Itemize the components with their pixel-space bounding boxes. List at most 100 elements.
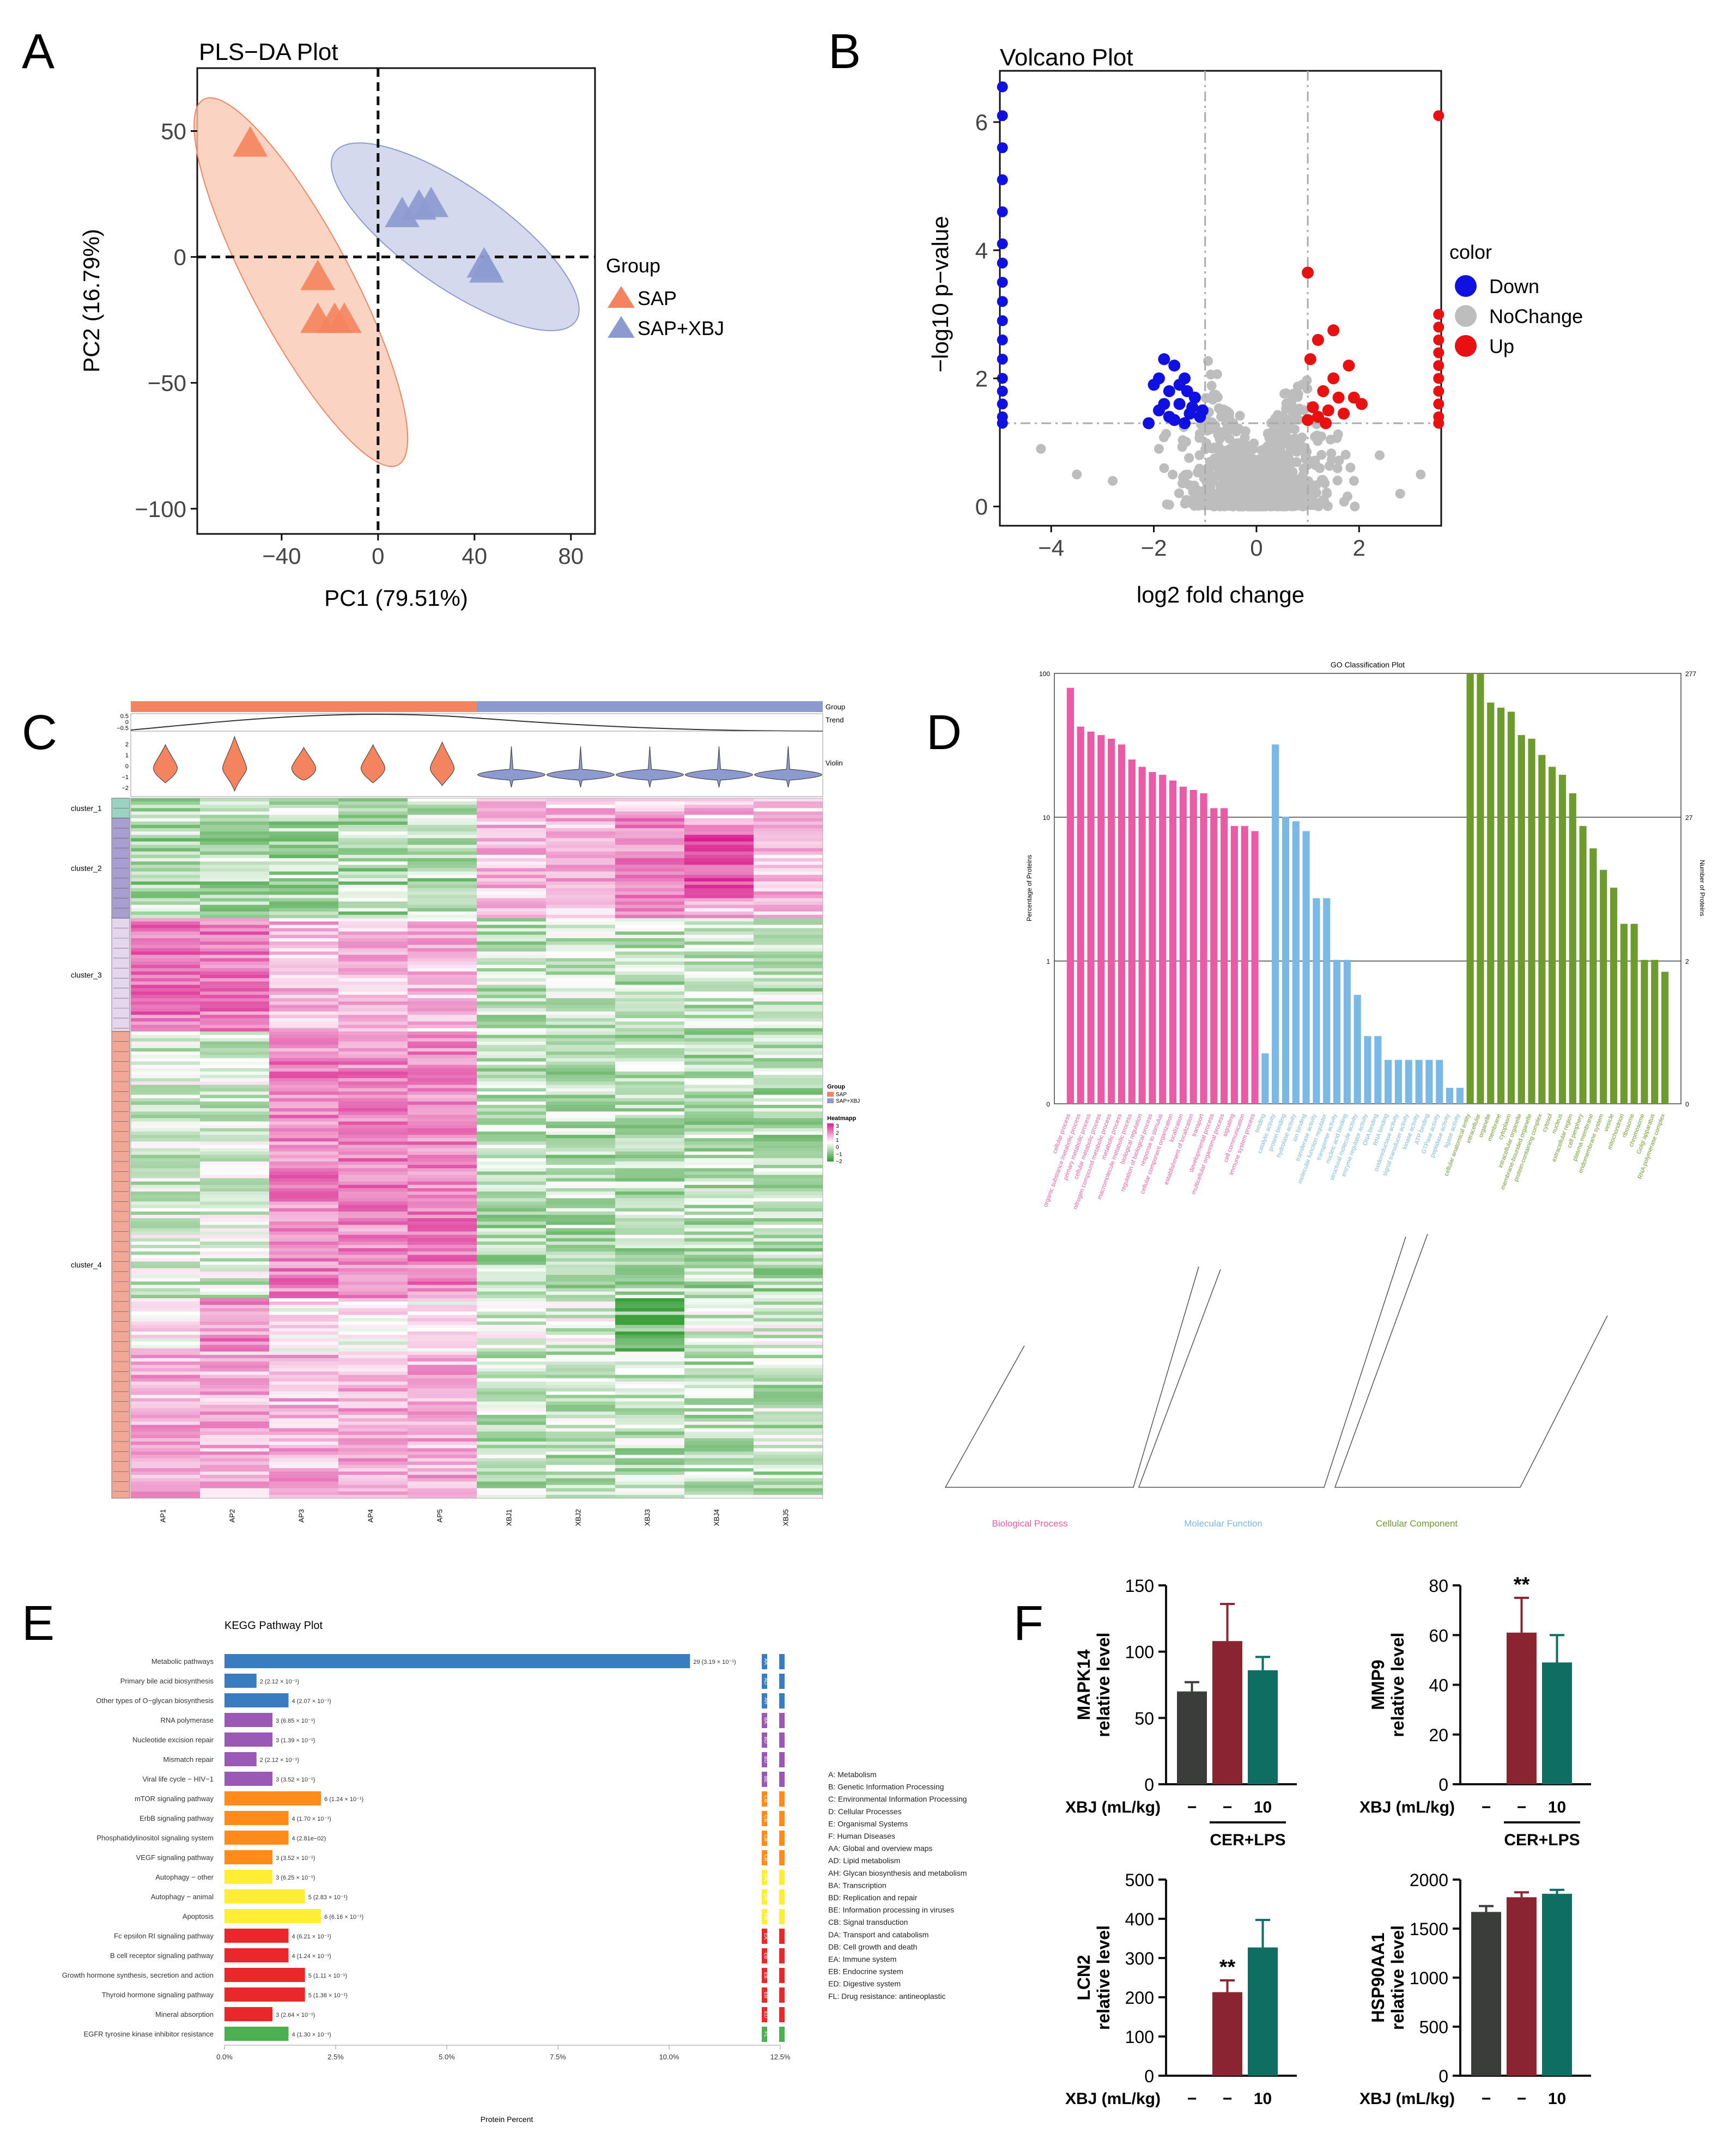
heatmap-cell	[477, 855, 547, 859]
heatmap-cell	[754, 1191, 823, 1195]
heatmap-cell	[200, 908, 270, 912]
heatmap-cell	[269, 951, 339, 956]
heatmap-cell	[754, 1275, 823, 1279]
heatmap-cell	[408, 904, 477, 909]
heatmap-cell	[615, 1205, 685, 1209]
heatmap-cell	[684, 1491, 754, 1495]
kegg-subcategory-code: DB	[763, 1894, 769, 1901]
heatmap-cell	[200, 915, 270, 919]
heatmap-cell	[477, 901, 547, 905]
heatmap-cell	[408, 945, 477, 949]
kegg-pathway-label: B cell receptor signaling pathway	[110, 1951, 214, 1960]
pls-da-xtick-label: 0	[372, 543, 384, 569]
heatmap-cell	[754, 1461, 823, 1466]
heatmap-cell	[615, 1332, 685, 1335]
heatmap-cell	[615, 981, 685, 986]
heatmap-cell	[269, 1458, 339, 1462]
heatmap-cell	[408, 1235, 477, 1239]
heatmap-cell	[200, 941, 270, 945]
heatmap-cell	[477, 1035, 547, 1039]
heatmap-cell	[338, 1235, 408, 1239]
heatmap-cell	[408, 901, 477, 905]
heatmap-cell	[684, 991, 754, 995]
kegg-subcategory-code: CB	[763, 1796, 769, 1803]
sap-violin	[360, 744, 386, 783]
heatmap-cell	[546, 1201, 616, 1206]
heatmap-cell	[754, 1468, 823, 1472]
kegg-bar-value-label: 3 (2.64 × 10⁻¹)	[276, 2012, 315, 2019]
heatmap-cell	[269, 1368, 339, 1372]
heatmap-cell	[408, 954, 477, 959]
kegg-legend-entry: EA: Immune system	[828, 1955, 896, 1963]
heatmap-cell	[754, 984, 823, 989]
heatmap-cell	[615, 1121, 685, 1126]
heatmap-cell	[131, 1434, 201, 1439]
heatmap-cell	[131, 1358, 201, 1362]
heatmap-cell	[754, 1464, 823, 1469]
heatmap-cell	[615, 1378, 685, 1382]
up-point	[1433, 321, 1444, 333]
heatmap-cell	[269, 1025, 339, 1029]
heatmap-cell	[408, 1388, 477, 1392]
heatmap-cell	[408, 975, 477, 978]
heatmap-cell	[269, 1472, 339, 1475]
heatmap-cell	[615, 1455, 685, 1459]
heatmap-cell	[338, 1154, 408, 1159]
heatmap-cell	[615, 844, 685, 849]
heatmap-cell	[338, 1268, 408, 1272]
heatmap-cell	[754, 998, 823, 1002]
heatmap-cell	[754, 1321, 823, 1326]
heatmap-cell	[754, 1098, 823, 1102]
heatmap-cell	[269, 904, 339, 909]
heatmap-cell	[546, 1095, 616, 1099]
heatmap-cell	[200, 1205, 270, 1209]
heatmap-cell	[546, 1405, 616, 1409]
heatmap-cell	[338, 1315, 408, 1319]
kegg-bar-value-label: 4 (2.81e−02)	[292, 1835, 326, 1842]
heatmap-cell	[546, 1018, 616, 1022]
heatmap-cell	[477, 1111, 547, 1115]
heatmap-cell	[684, 1031, 754, 1035]
heatmap-cell	[408, 818, 477, 822]
heatmap-cell	[684, 1221, 754, 1225]
heatmap-cell	[338, 1031, 408, 1035]
heatmap-cell	[408, 798, 477, 802]
heatmap-cell	[269, 915, 339, 919]
nochange-point	[1316, 475, 1327, 485]
heatmap-cell	[200, 948, 270, 952]
heatmap-cell	[615, 1458, 685, 1462]
heatmap-cell	[477, 1141, 547, 1145]
heatmap-cell	[269, 1088, 339, 1092]
heatmap-cell	[684, 1401, 754, 1406]
heatmap-cell	[338, 904, 408, 909]
heatmap-cell	[615, 835, 685, 838]
heatmap-cell	[477, 1195, 547, 1199]
heatmap-cell	[338, 831, 408, 835]
heatmap-cell	[338, 918, 408, 922]
heatmap-cell	[684, 1285, 754, 1288]
heatmap-cell	[546, 1434, 616, 1439]
heatmap-cell	[477, 1351, 547, 1355]
pls-da-xtick-label: 40	[462, 543, 487, 569]
heatmap-cell	[131, 1351, 201, 1355]
heatmap-cell	[131, 1118, 201, 1122]
heatmap-cell	[408, 1225, 477, 1229]
nochange-point	[1295, 437, 1305, 447]
heatmap-cell	[131, 1221, 201, 1225]
down-point	[997, 257, 1008, 269]
heatmap-cell	[408, 1248, 477, 1252]
heatmap-cell	[477, 1165, 547, 1169]
heatmap-cell	[754, 1365, 823, 1369]
heatmap-cell	[131, 1211, 201, 1215]
heatmap-cell	[477, 1318, 547, 1322]
heatmap-cell	[754, 1178, 823, 1182]
heatmap-cell	[754, 941, 823, 945]
heatmap-cell	[269, 1415, 339, 1419]
kegg-pathway-label: Nucleotide excision repair	[132, 1736, 214, 1744]
heatmap-cell	[615, 855, 685, 859]
heatmap-cell	[131, 1375, 201, 1379]
kegg-bar	[224, 2007, 273, 2021]
heatmap-cell	[684, 1248, 754, 1252]
heatmap-cell	[684, 978, 754, 982]
heatmap-cell	[546, 1455, 616, 1459]
